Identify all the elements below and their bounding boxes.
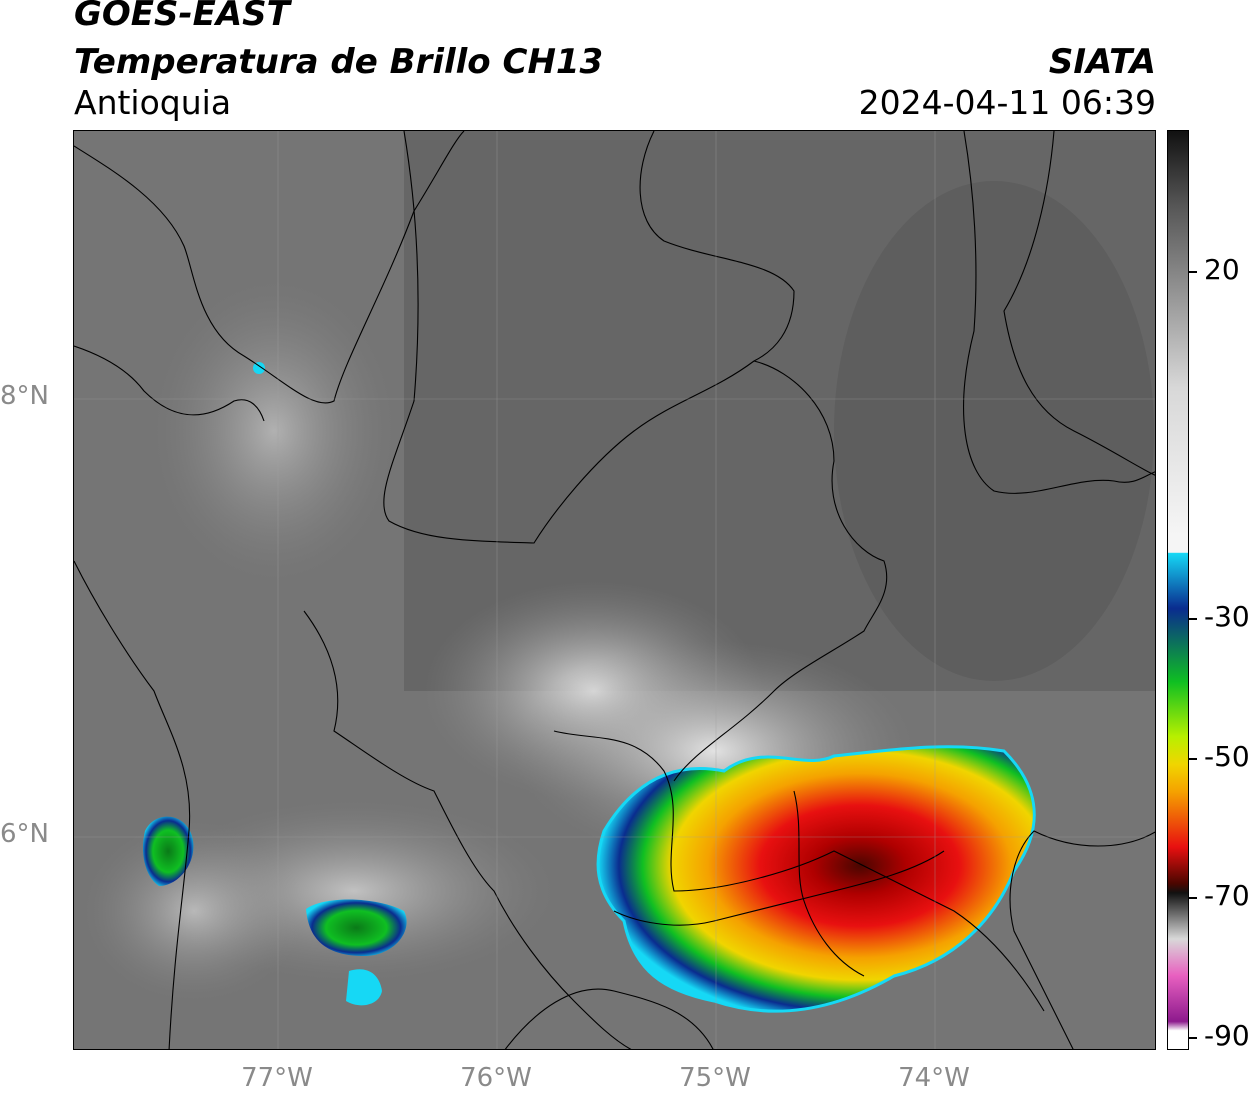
lon-label-75w: 75°W bbox=[679, 1063, 751, 1093]
cloud-haze-nw bbox=[154, 281, 394, 581]
municipal-boundary bbox=[793, 790, 865, 977]
storm-cell-west bbox=[142, 816, 194, 886]
department-boundary-northeast bbox=[963, 131, 1155, 494]
cloud-haze-west bbox=[84, 821, 304, 1001]
colorbar-label-minus90: -90 bbox=[1204, 1019, 1250, 1052]
convective-storm-core bbox=[596, 745, 1036, 1013]
dark-east-region bbox=[834, 181, 1154, 681]
temperature-colorbar bbox=[1167, 130, 1189, 1050]
municipal-boundary-2 bbox=[613, 850, 945, 926]
datetime-label: 2024-04-11 06:39 bbox=[858, 83, 1156, 122]
lat-label-6n: 6°N bbox=[0, 819, 49, 849]
lat-label-8n: 8°N bbox=[0, 381, 49, 411]
cold-cloud-dot bbox=[253, 362, 265, 374]
region-label: Antioquia bbox=[74, 83, 232, 122]
lon-label-74w: 74°W bbox=[898, 1063, 970, 1093]
colorbar-label-20: 20 bbox=[1204, 253, 1240, 286]
lon-label-77w: 77°W bbox=[241, 1063, 313, 1093]
map-canvas bbox=[74, 131, 1155, 1049]
colorbar-tick-minus70 bbox=[1189, 897, 1197, 899]
agency-label: SIATA bbox=[1048, 42, 1156, 82]
storm-cell-southwest bbox=[306, 899, 407, 956]
satellite-title: GOES-EAST bbox=[74, 0, 290, 34]
brightness-temperature-map bbox=[73, 130, 1156, 1050]
coastline-gulf bbox=[74, 345, 265, 422]
graticule bbox=[74, 131, 1155, 1049]
department-boundary-east bbox=[673, 360, 888, 782]
colorbar-label-minus30: -30 bbox=[1204, 600, 1250, 633]
colorbar-label-minus50: -50 bbox=[1204, 740, 1250, 773]
cold-cloud-patch bbox=[346, 969, 382, 1006]
municipal-boundary-3 bbox=[504, 988, 714, 1049]
department-boundary-south bbox=[303, 610, 632, 1049]
colorbar-tick-minus30 bbox=[1189, 618, 1197, 620]
lon-label-76w: 76°W bbox=[460, 1063, 532, 1093]
boundaries bbox=[74, 131, 1155, 1049]
department-boundary-north bbox=[383, 131, 795, 544]
river-boundary-east bbox=[1003, 131, 1155, 476]
colorbar-tick-20 bbox=[1189, 271, 1197, 273]
colorbar-tick-minus90 bbox=[1189, 1037, 1197, 1039]
colorbar-tick-minus50 bbox=[1189, 758, 1197, 760]
product-title: Temperatura de Brillo CH13 bbox=[74, 42, 604, 82]
department-boundary-far-east bbox=[1009, 830, 1155, 1049]
colorbar-label-minus70: -70 bbox=[1204, 879, 1250, 912]
department-boundary-southeast bbox=[553, 730, 1045, 1012]
coastline-pacific bbox=[74, 560, 191, 1049]
